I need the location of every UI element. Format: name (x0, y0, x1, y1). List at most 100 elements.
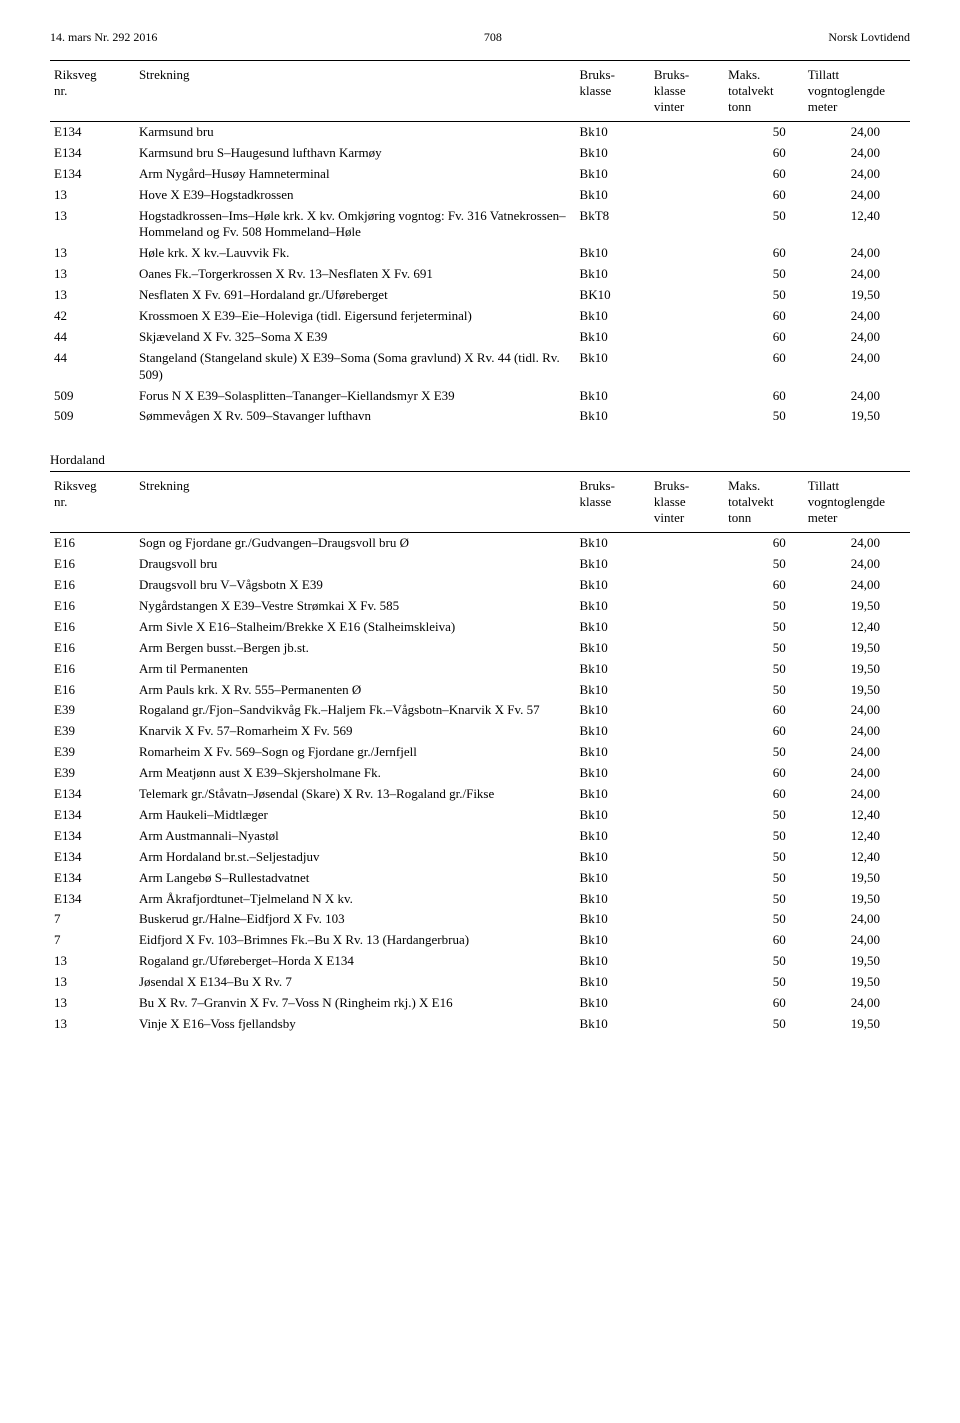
col-strek: Strekning (135, 61, 576, 122)
cell-nr: 44 (50, 348, 135, 386)
cell-nr: 13 (50, 206, 135, 244)
cell-bruksklasse-vinter (650, 554, 724, 575)
cell-bruksklasse-vinter (650, 143, 724, 164)
cell-lengde: 19,50 (804, 868, 910, 889)
table-row: 13Nesflaten X Fv. 691–Hordaland gr./Ufør… (50, 285, 910, 306)
cell-strekning: Draugsvoll bru V–Vågsbotn X E39 (135, 575, 576, 596)
cell-strekning: Rogaland gr./Uføreberget–Horda X E134 (135, 951, 576, 972)
cell-bruksklasse-vinter (650, 659, 724, 680)
cell-strekning: Oanes Fk.–Torgerkrossen X Rv. 13–Nesflat… (135, 264, 576, 285)
cell-bruksklasse: Bk10 (576, 122, 650, 143)
cell-totalvekt: 60 (724, 533, 804, 554)
cell-lengde: 12,40 (804, 805, 910, 826)
cell-nr: 13 (50, 993, 135, 1014)
cell-lengde: 24,00 (804, 554, 910, 575)
cell-bruksklasse: Bk10 (576, 327, 650, 348)
cell-bruksklasse: Bk10 (576, 868, 650, 889)
cell-strekning: Karmsund bru S–Haugesund lufthavn Karmøy (135, 143, 576, 164)
cell-totalvekt: 50 (724, 122, 804, 143)
cell-totalvekt: 50 (724, 680, 804, 701)
cell-lengde: 24,00 (804, 993, 910, 1014)
cell-totalvekt: 50 (724, 206, 804, 244)
table-row: 42Krossmoen X E39–Eie–Holeviga (tidl. Ei… (50, 306, 910, 327)
cell-totalvekt: 60 (724, 700, 804, 721)
cell-bruksklasse: Bk10 (576, 659, 650, 680)
cell-bruksklasse: Bk10 (576, 742, 650, 763)
cell-strekning: Arm Austmannali–Nyastøl (135, 826, 576, 847)
cell-bruksklasse: Bk10 (576, 763, 650, 784)
cell-strekning: Arm Bergen busst.–Bergen jb.st. (135, 638, 576, 659)
cell-strekning: Arm til Permanenten (135, 659, 576, 680)
cell-strekning: Vinje X E16–Voss fjellandsby (135, 1014, 576, 1035)
cell-bruksklasse: Bk10 (576, 721, 650, 742)
cell-bruksklasse: Bk10 (576, 826, 650, 847)
table-row: E39Knarvik X Fv. 57–Romarheim X Fv. 569B… (50, 721, 910, 742)
cell-strekning: Nygårdstangen X E39–Vestre Strømkai X Fv… (135, 596, 576, 617)
cell-bruksklasse: Bk10 (576, 348, 650, 386)
cell-lengde: 12,40 (804, 617, 910, 638)
cell-bruksklasse-vinter (650, 243, 724, 264)
cell-strekning: Jøsendal X E134–Bu X Rv. 7 (135, 972, 576, 993)
table-row: E16Draugsvoll bruBk105024,00 (50, 554, 910, 575)
table-row: E39Romarheim X Fv. 569–Sogn og Fjordane … (50, 742, 910, 763)
cell-totalvekt: 50 (724, 826, 804, 847)
cell-totalvekt: 50 (724, 868, 804, 889)
table-row: E134Karmsund bru S–Haugesund lufthavn Ka… (50, 143, 910, 164)
cell-totalvekt: 60 (724, 386, 804, 407)
cell-bruksklasse: Bk10 (576, 617, 650, 638)
cell-nr: E16 (50, 554, 135, 575)
cell-bruksklasse-vinter (650, 930, 724, 951)
cell-nr: E134 (50, 826, 135, 847)
cell-totalvekt: 50 (724, 742, 804, 763)
cell-nr: E134 (50, 122, 135, 143)
table-row: E39Rogaland gr./Fjon–Sandvikvåg Fk.–Halj… (50, 700, 910, 721)
cell-lengde: 12,40 (804, 847, 910, 868)
table-row: 13Rogaland gr./Uføreberget–Horda X E134B… (50, 951, 910, 972)
cell-nr: 7 (50, 909, 135, 930)
table-row: 509Forus N X E39–Solasplitten–Tananger–K… (50, 386, 910, 407)
table-1: Riksveg nr. Strekning Bruks- klasse Bruk… (50, 60, 910, 427)
cell-bruksklasse: Bk10 (576, 1014, 650, 1035)
cell-bruksklasse: Bk10 (576, 185, 650, 206)
table-row: E134Telemark gr./Ståvatn–Jøsendal (Skare… (50, 784, 910, 805)
cell-bruksklasse-vinter (650, 348, 724, 386)
col-bk: Bruks- klasse (576, 472, 650, 533)
cell-strekning: Nesflaten X Fv. 691–Hordaland gr./Uføreb… (135, 285, 576, 306)
cell-lengde: 24,00 (804, 386, 910, 407)
cell-nr: E16 (50, 533, 135, 554)
table-row: 509Sømmevågen X Rv. 509–Stavanger luftha… (50, 406, 910, 427)
cell-bruksklasse: Bk10 (576, 805, 650, 826)
header-center: 708 (484, 30, 502, 45)
cell-nr: E39 (50, 700, 135, 721)
cell-bruksklasse: Bk10 (576, 784, 650, 805)
cell-bruksklasse: Bk10 (576, 930, 650, 951)
cell-strekning: Buskerud gr./Halne–Eidfjord X Fv. 103 (135, 909, 576, 930)
header-right: Norsk Lovtidend (828, 30, 910, 45)
table-row: E134Arm Austmannali–NyastølBk105012,40 (50, 826, 910, 847)
table-row: E134Arm Nygård–Husøy HamneterminalBk1060… (50, 164, 910, 185)
table-row: E16Arm Pauls krk. X Rv. 555–Permanenten … (50, 680, 910, 701)
section-title-hordaland: Hordaland (50, 452, 910, 468)
table-row: E134Arm Haukeli–MidtlægerBk105012,40 (50, 805, 910, 826)
cell-bruksklasse: BK10 (576, 285, 650, 306)
cell-strekning: Arm Pauls krk. X Rv. 555–Permanenten Ø (135, 680, 576, 701)
cell-lengde: 24,00 (804, 122, 910, 143)
cell-bruksklasse: Bk10 (576, 972, 650, 993)
cell-lengde: 24,00 (804, 348, 910, 386)
cell-totalvekt: 50 (724, 617, 804, 638)
cell-bruksklasse: Bk10 (576, 889, 650, 910)
col-lengde: Tillatt vogntoglengde meter (804, 472, 910, 533)
cell-lengde: 19,50 (804, 285, 910, 306)
cell-nr: 44 (50, 327, 135, 348)
col-lengde: Tillatt vogntoglengde meter (804, 61, 910, 122)
cell-totalvekt: 50 (724, 889, 804, 910)
table-2: Riksveg nr. Strekning Bruks- klasse Bruk… (50, 471, 910, 1034)
col-bkv: Bruks- klasse vinter (650, 472, 724, 533)
cell-bruksklasse: Bk10 (576, 554, 650, 575)
cell-bruksklasse-vinter (650, 868, 724, 889)
cell-bruksklasse: Bk10 (576, 533, 650, 554)
cell-lengde: 24,00 (804, 909, 910, 930)
cell-lengde: 19,50 (804, 972, 910, 993)
cell-bruksklasse-vinter (650, 763, 724, 784)
cell-nr: 509 (50, 386, 135, 407)
